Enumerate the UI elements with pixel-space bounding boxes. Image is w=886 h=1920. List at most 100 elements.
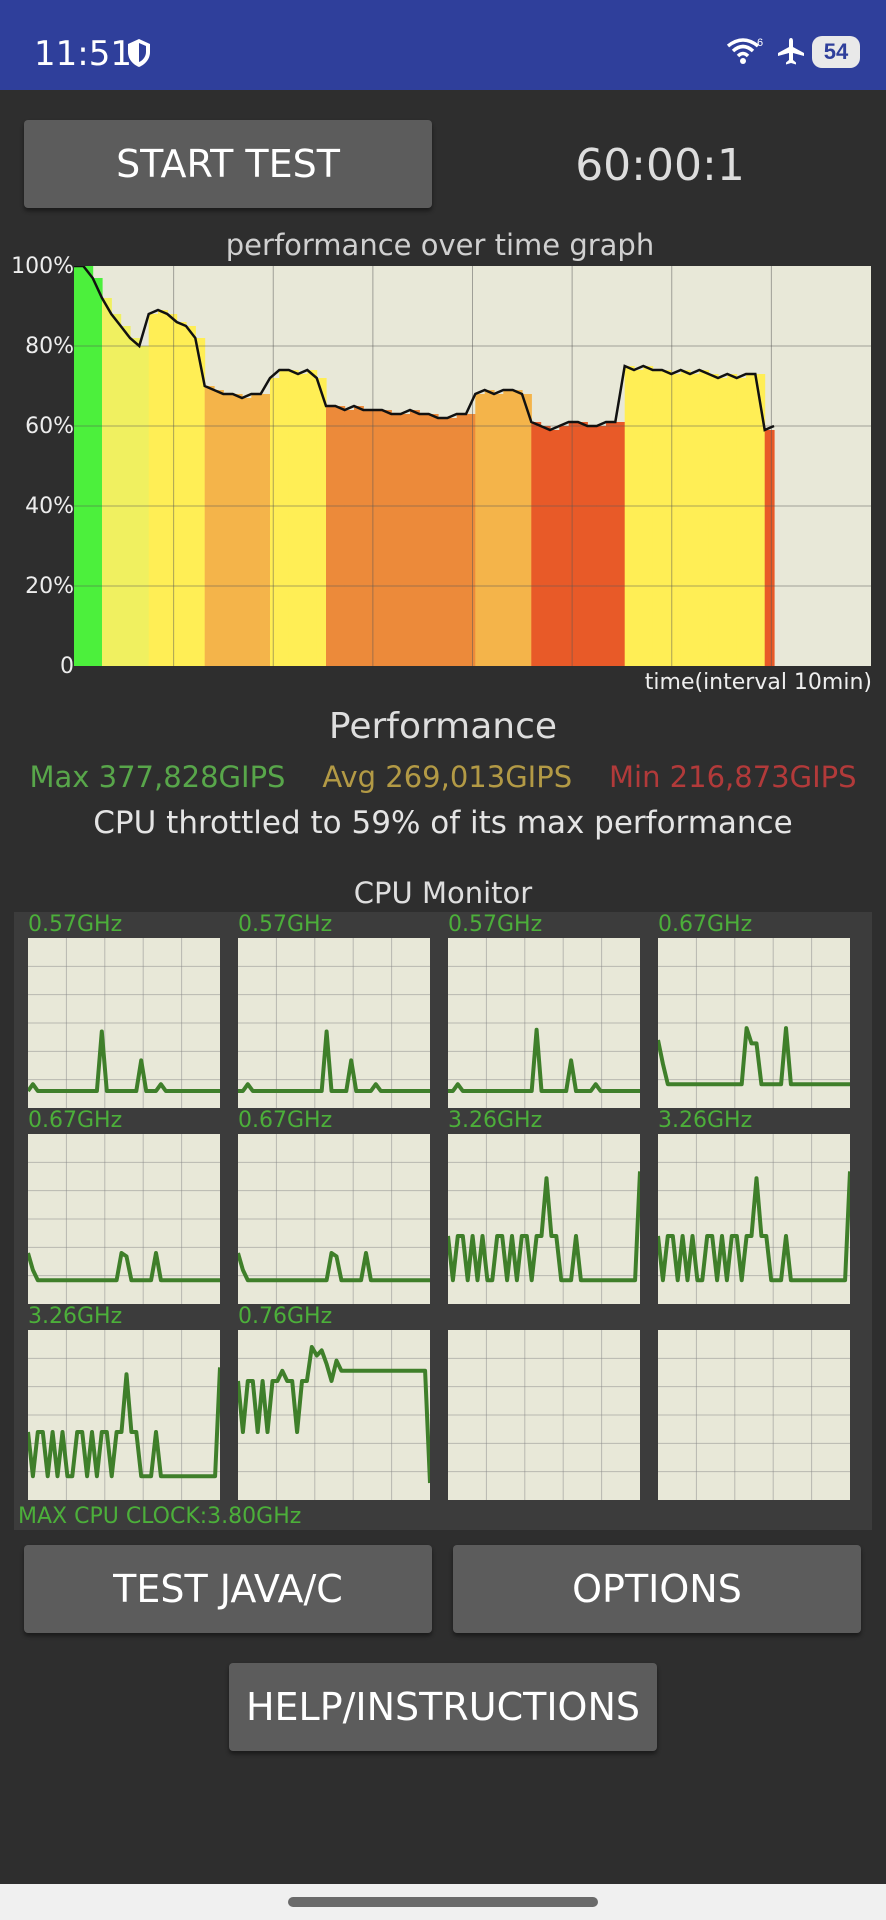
core-usage-line [28, 1029, 220, 1093]
performance-bar [363, 410, 374, 666]
performance-bar [176, 322, 187, 666]
performance-bar [755, 374, 766, 666]
performance-bar [410, 410, 420, 666]
core-frequency: 0.57GHz [448, 912, 543, 937]
core-chart [28, 938, 220, 1108]
cpu-monitor-title: CPU Monitor [353, 876, 533, 910]
help-instructions-button[interactable]: HELP/INSTRUCTIONS [229, 1663, 657, 1751]
avg-performance: Avg 269,013GIPS [322, 760, 573, 794]
core-frequency: 0.67GHz [658, 912, 753, 937]
performance-bar [643, 366, 654, 666]
performance-bar [74, 266, 84, 666]
performance-graph [74, 266, 871, 666]
y-tick-label: 40% [25, 494, 74, 519]
performance-bar [690, 374, 700, 666]
test-timer: 60:00:1 [575, 140, 745, 191]
performance-bar [522, 394, 532, 666]
y-tick-label: 20% [25, 574, 74, 599]
status-bar: 11:51 6 54 [0, 0, 886, 90]
core-graph [28, 1134, 220, 1304]
performance-bar [111, 314, 122, 666]
graph-title: performance over time graph [225, 228, 655, 262]
performance-bar [662, 370, 672, 666]
performance-bar [718, 378, 728, 666]
core-graph [448, 938, 640, 1108]
performance-bar [708, 374, 719, 666]
home-gesture-handle[interactable] [288, 1897, 598, 1907]
core-frequency: 0.67GHz [28, 1108, 123, 1133]
core-chart [28, 1330, 220, 1500]
core-graph [658, 938, 850, 1108]
y-tick-label: 80% [25, 334, 74, 359]
core-usage-line [238, 1345, 430, 1484]
core-graph [28, 1330, 220, 1500]
max-performance: Max 377,828GIPS [29, 760, 286, 794]
cpu-monitor-panel: MAX CPU CLOCK:3.80GHz 0.57GHz 0.57GHz 0.57… [14, 912, 872, 1530]
core-frequency: 0.57GHz [238, 912, 333, 937]
performance-bar [195, 338, 206, 666]
options-button[interactable]: OPTIONS [453, 1545, 861, 1633]
shield-icon [128, 39, 150, 67]
performance-bar [382, 410, 392, 666]
performance-bar [494, 394, 504, 666]
core-graph [448, 1134, 640, 1304]
core-chart [238, 1330, 430, 1500]
core-graph [238, 1134, 430, 1304]
performance-bar [540, 426, 551, 666]
core-usage-line [238, 1251, 430, 1283]
core-frequency: 3.26GHz [658, 1108, 753, 1133]
performance-bar [466, 414, 476, 666]
performance-bar [764, 430, 775, 666]
core-usage-line [448, 1027, 640, 1093]
y-tick-label: 0 [60, 654, 74, 679]
performance-bar [419, 414, 430, 666]
performance-bar [680, 370, 691, 666]
performance-bar [671, 374, 682, 666]
performance-bar [400, 414, 411, 666]
performance-bar [260, 394, 271, 666]
performance-bar [251, 394, 262, 666]
performance-bar [531, 422, 542, 666]
airplane-icon [778, 38, 804, 65]
performance-bar [120, 326, 131, 666]
performance-bar [279, 370, 290, 666]
min-performance: Min 216,873GIPS [609, 760, 857, 794]
performance-bar [624, 366, 635, 666]
performance-bar [484, 390, 495, 666]
core-usage-line [238, 1029, 430, 1093]
y-tick-label: 100% [11, 254, 74, 279]
performance-bar [606, 422, 616, 666]
status-time: 11:51 [34, 34, 132, 74]
start-test-button[interactable]: START TEST [24, 120, 432, 208]
core-graph [28, 938, 220, 1108]
performance-bar [83, 266, 94, 666]
performance-bar [326, 406, 336, 666]
performance-bar [242, 398, 252, 666]
core-frequency: 3.26GHz [448, 1108, 543, 1133]
performance-bar [102, 298, 112, 666]
performance-bar [298, 374, 308, 666]
core-frequency: 3.26GHz [28, 1304, 123, 1329]
y-tick-label: 60% [25, 414, 74, 439]
test-java-c-button[interactable]: TEST JAVA/C [24, 1545, 432, 1633]
performance-bar [727, 374, 738, 666]
performance-bar [456, 414, 467, 666]
core-graph [448, 1330, 640, 1500]
performance-bar [512, 390, 523, 666]
performance-bar [447, 418, 458, 666]
performance-bar [746, 374, 756, 666]
performance-bar [699, 370, 710, 666]
wifi-icon: 6 [726, 37, 763, 64]
performance-bar [204, 386, 215, 666]
throttle-summary: CPU throttled to 59% of its max performa… [93, 805, 793, 841]
core-chart [448, 1330, 640, 1500]
performance-bar [438, 418, 448, 666]
core-chart [28, 1134, 220, 1304]
core-frequency: 0.67GHz [238, 1108, 333, 1133]
core-usage-line [28, 1251, 220, 1283]
performance-line [74, 266, 775, 432]
performance-bar [130, 338, 140, 666]
performance-bar [578, 422, 588, 666]
core-chart [658, 1330, 850, 1500]
performance-bar [167, 314, 178, 666]
